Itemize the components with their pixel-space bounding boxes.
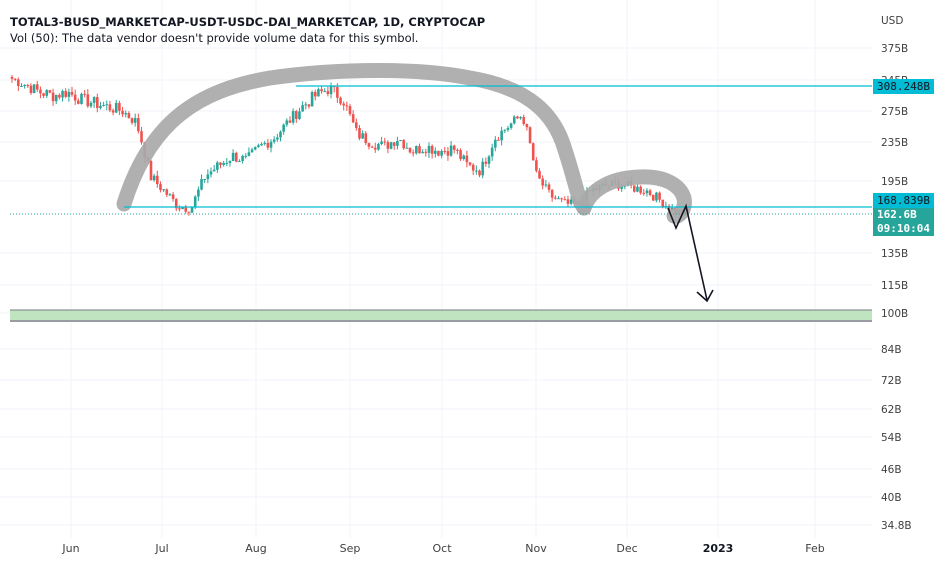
time-tick-label: Aug: [245, 542, 266, 555]
chart-grid: [0, 0, 872, 538]
symbol-title[interactable]: TOTAL3-BUSD_MARKETCAP-USDT-USDC-DAI_MARK…: [10, 15, 486, 29]
time-tick-label: Nov: [525, 542, 547, 555]
price-tick-label: 34.8B: [881, 520, 912, 532]
time-tick-label: Jul: [154, 542, 168, 555]
price-tick-label: 195B: [881, 176, 908, 188]
time-tick-label: Feb: [805, 542, 824, 555]
support-price-badge: 168.839B: [873, 193, 934, 208]
time-tick-label: Sep: [340, 542, 361, 555]
price-tick-label: 135B: [881, 248, 908, 260]
breakdown-arrow[interactable]: [667, 203, 714, 303]
resistance-price-badge: 308.248B: [873, 79, 934, 94]
last-price-value: 162.6B: [877, 208, 917, 221]
price-tick-label: 40B: [881, 492, 902, 504]
price-tick-label: 62B: [881, 404, 902, 416]
price-tick-label: 375B: [881, 43, 908, 55]
rounded-top-large: [116, 63, 592, 216]
price-tick-label: 72B: [881, 375, 902, 387]
price-tick-label: 54B: [881, 432, 902, 444]
rounded-top-small: [576, 169, 692, 224]
bar-countdown: 09:10:04: [877, 222, 930, 235]
time-tick-label: Jun: [61, 542, 79, 555]
last-price-badge: 162.6B 09:10:04: [873, 208, 934, 236]
volume-indicator-notice: Vol (50): The data vendor doesn't provid…: [10, 31, 419, 45]
price-tick-label: 235B: [881, 137, 908, 149]
price-tick-label: 115B: [881, 280, 908, 292]
price-tick-label: 84B: [881, 344, 902, 356]
currency-label: USD: [881, 15, 904, 27]
time-tick-label: Oct: [432, 542, 452, 555]
price-axis[interactable]: 375B345B275B235B195B135B115B100B84B72B62…: [881, 43, 912, 532]
time-tick-label: 2023: [703, 542, 734, 555]
chart-header: TOTAL3-BUSD_MARKETCAP-USDT-USDC-DAI_MARK…: [10, 14, 485, 46]
price-tick-label: 46B: [881, 464, 902, 476]
price-tick-label: 100B: [881, 308, 908, 320]
target-zone[interactable]: [10, 309, 872, 322]
rounded-top-drawings[interactable]: [116, 63, 692, 224]
time-tick-label: Dec: [616, 542, 637, 555]
price-tick-label: 275B: [881, 106, 908, 118]
time-axis[interactable]: Jun Jul Aug Sep Oct Nov Dec 2023 Feb: [61, 542, 824, 555]
horizontal-levels[interactable]: [10, 85, 872, 215]
